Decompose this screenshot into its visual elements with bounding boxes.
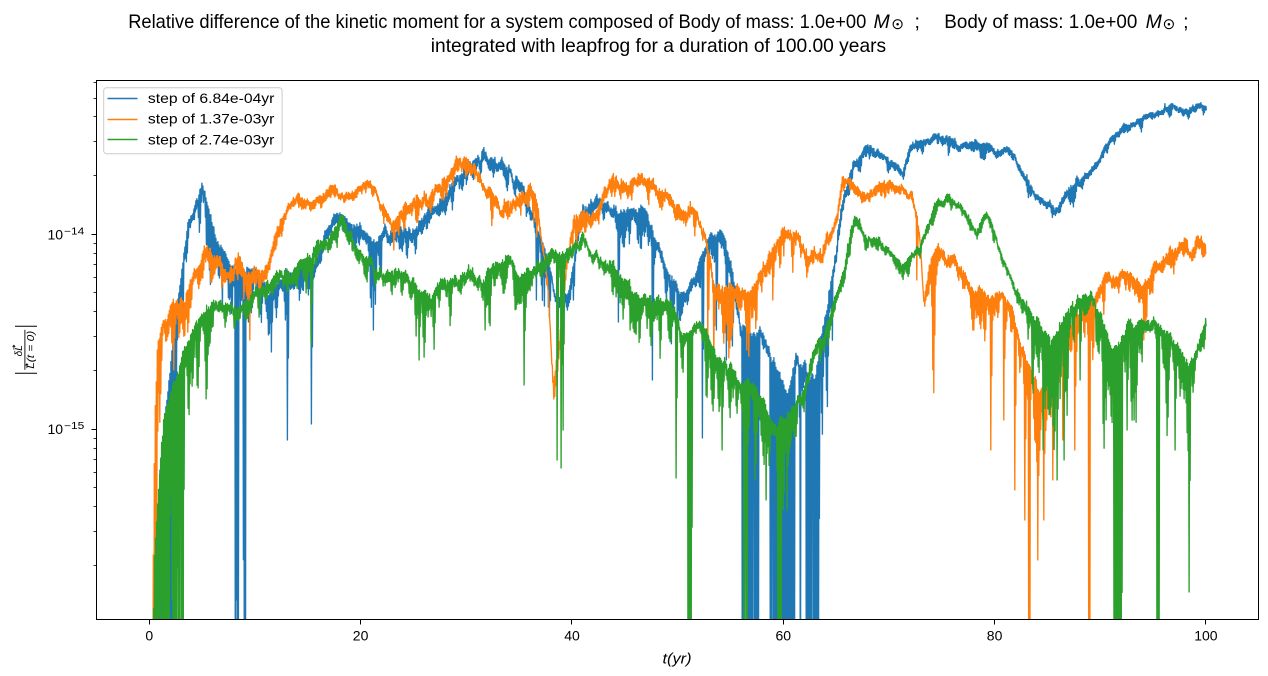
- svg-text:δL: δL: [14, 345, 25, 356]
- svg-text:M: M: [874, 11, 891, 33]
- svg-text:step of 1.37e-03yr: step of 1.37e-03yr: [148, 111, 275, 127]
- svg-text:M: M: [1146, 11, 1163, 33]
- svg-text:;: ;: [915, 11, 920, 33]
- svg-text:100: 100: [1194, 628, 1218, 644]
- svg-text:step of 2.74e-03yr: step of 2.74e-03yr: [148, 131, 275, 147]
- svg-text:Relative difference of the kin: Relative difference of the kinetic momen…: [128, 11, 866, 33]
- svg-text:L(t = 0): L(t = 0): [26, 331, 37, 369]
- svg-text:20: 20: [353, 628, 369, 644]
- svg-text:step of 6.84e-04yr: step of 6.84e-04yr: [148, 90, 275, 106]
- svg-text:60: 60: [776, 628, 792, 644]
- svg-text:0: 0: [145, 628, 153, 644]
- svg-text:;: ;: [1183, 11, 1188, 33]
- svg-text:t(yr): t(yr): [663, 652, 692, 668]
- svg-text:40: 40: [564, 628, 580, 644]
- svg-text:10: 10: [48, 226, 64, 242]
- svg-text:80: 80: [987, 628, 1003, 644]
- svg-text:−15: −15: [64, 421, 85, 432]
- svg-text:−14: −14: [64, 226, 85, 237]
- svg-text:10: 10: [48, 421, 64, 437]
- svg-text:Body of mass: 1.0e+00: Body of mass: 1.0e+00: [944, 11, 1137, 33]
- svg-text:integrated with leapfrog for a: integrated with leapfrog for a duration …: [431, 35, 887, 57]
